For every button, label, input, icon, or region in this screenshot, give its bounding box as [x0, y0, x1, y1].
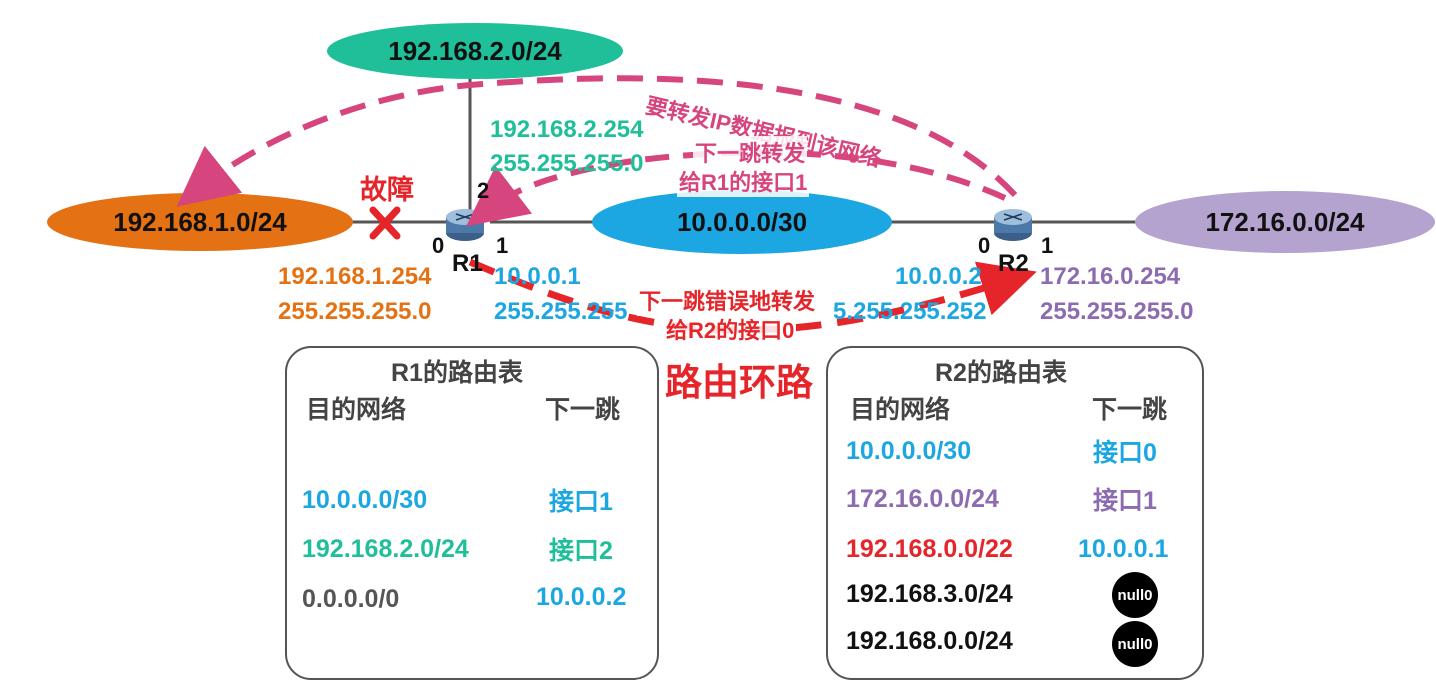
r1-routing-table [285, 346, 659, 680]
router-r1-icon: ROUTER [446, 209, 484, 245]
r1-port-0: 0 [432, 233, 445, 258]
r1-row1-next: 接口1 [549, 488, 613, 516]
r2-row2-dest: 172.16.0.0/24 [846, 485, 999, 513]
r1-if2-ip: 192.168.2.254 [490, 116, 644, 143]
next-hop-r1-label-line1: 下一跳转发 [693, 136, 808, 168]
next-hop-r1-arrow [466, 149, 1007, 227]
r2-col-next-header: 下一跳 [1092, 396, 1168, 424]
r2-row5-next-null0-badge: null0 [1112, 621, 1158, 667]
fault-label: 故障 [360, 175, 414, 205]
forward-goal-arrow [176, 75, 1018, 207]
router-r1-label: R1 [452, 250, 483, 277]
net-label-middle: 10.0.0.0/30 [676, 207, 808, 237]
r1-if0-mask: 255.255.255.0 [278, 298, 432, 325]
r1-row1-dest: 10.0.0.0/30 [302, 486, 428, 514]
r2-row4-dest: 192.168.3.0/24 [846, 580, 1013, 608]
r2-if1-ip: 172.16.0.254 [1040, 263, 1181, 290]
r2-col-dest-header: 目的网络 [850, 396, 951, 424]
r1-col-dest-header: 目的网络 [306, 396, 407, 424]
r2-if0-ip: 10.0.0.2 [895, 263, 982, 290]
r1-row2-dest: 192.168.2.0/24 [302, 535, 469, 563]
r2-row5-dest: 192.168.0.0/24 [846, 627, 1013, 655]
r2-port-0: 0 [978, 233, 991, 258]
r1-table-title: R1的路由表 [391, 359, 523, 387]
r1-if1-ip: 10.0.0.1 [494, 263, 581, 290]
r1-port-1: 1 [496, 233, 509, 258]
r2-row1-dest: 10.0.0.0/30 [846, 437, 972, 465]
net-label-right: 172.16.0.0/24 [1205, 207, 1365, 237]
net-ellipse-top [327, 23, 623, 79]
r1-if2-mask: 255.255.255.0 [490, 150, 644, 177]
next-hop-r1-label-line2: 给R1的接口1 [677, 165, 810, 197]
r1-row2-next: 接口2 [549, 537, 613, 565]
net-ellipse-middle [592, 190, 892, 254]
r1-row3-dest: 0.0.0.0/0 [302, 585, 400, 613]
r1-col-next-header: 下一跳 [545, 396, 621, 424]
r2-row3-dest: 192.168.0.0/22 [846, 535, 1013, 563]
net-ellipse-right [1135, 191, 1435, 253]
r2-row2-next: 接口1 [1093, 487, 1157, 515]
r2-if0-mask: 5.255.255.252 [833, 298, 987, 325]
r2-if1-mask: 255.255.255.0 [1040, 298, 1194, 325]
wrong-hop-label-line1: 下一跳错误地转发 [637, 284, 818, 316]
r2-port-1: 1 [1041, 233, 1054, 258]
r1-row3-next: 10.0.0.2 [536, 583, 627, 611]
r2-row3-next: 10.0.0.1 [1078, 535, 1169, 563]
r2-table-title: R2的路由表 [935, 359, 1067, 387]
net-ellipse-left [47, 193, 353, 251]
router-r2-label: R2 [998, 250, 1029, 277]
r2-row4-next-null0-badge: null0 [1112, 572, 1158, 618]
net-label-top: 192.168.2.0/24 [388, 36, 562, 66]
r1-if1-mask: 255.255.255 [494, 298, 628, 325]
router-r2-icon [994, 209, 1032, 241]
routing-loop-label: 路由环路 [665, 362, 813, 403]
fault-x-icon [369, 206, 401, 240]
svg-text:ROUTER: ROUTER [457, 240, 474, 245]
wrong-hop-label-line2: 给R2的接口0 [664, 313, 797, 345]
r1-port-2: 2 [477, 178, 490, 203]
net-label-left: 192.168.1.0/24 [113, 207, 287, 237]
wrong-forward-arrow [468, 258, 1037, 334]
r2-row1-next: 接口0 [1093, 439, 1157, 467]
r1-if0-ip: 192.168.1.254 [278, 263, 432, 290]
